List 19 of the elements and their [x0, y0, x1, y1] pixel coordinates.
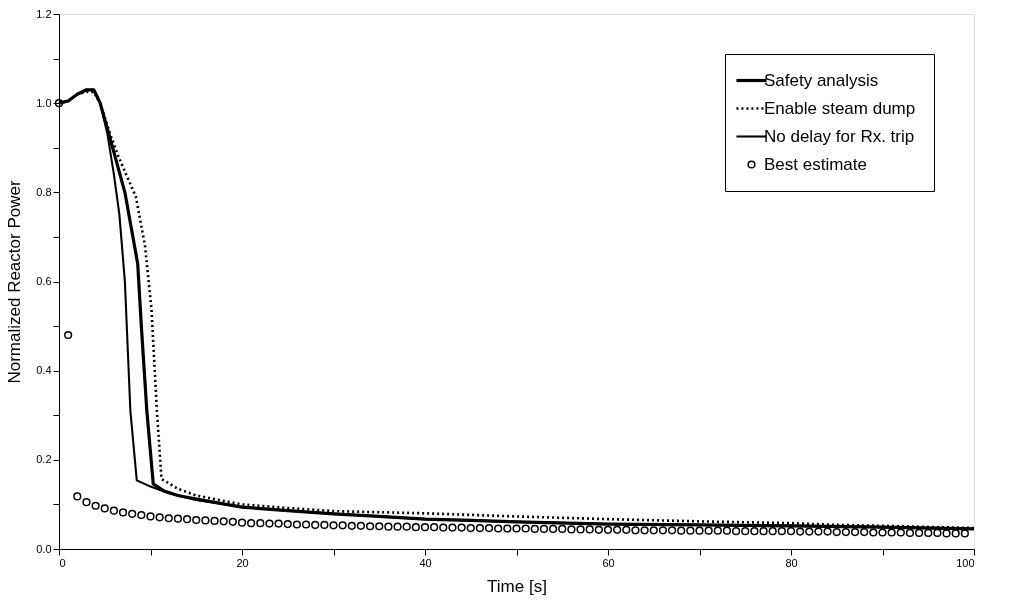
x-tick-label: 40 — [419, 556, 432, 569]
y-axis-title: Normalized Reactor Power — [5, 180, 25, 384]
legend-label: No delay for Rx. trip — [764, 126, 915, 146]
y-tick-label: 0.0 — [36, 542, 52, 555]
legend-label: Best estimate — [764, 154, 867, 174]
y-tick-label: 0.2 — [36, 453, 52, 466]
x-tick-label: 100 — [956, 556, 975, 569]
y-tick-label: 1.0 — [36, 96, 52, 109]
x-axis-title: Time [s] — [487, 576, 547, 596]
legend-label: Safety analysis — [764, 70, 879, 90]
x-tick-label: 80 — [785, 556, 798, 569]
x-tick-label: 0 — [59, 556, 66, 569]
y-tick-label: 0.6 — [36, 275, 52, 287]
legend-label: Enable steam dump — [764, 98, 916, 118]
x-tick-label: 20 — [236, 556, 249, 569]
y-tick-label: 0.4 — [36, 364, 52, 377]
y-tick-label: 0.8 — [36, 185, 52, 198]
x-tick-label: 60 — [602, 556, 615, 569]
y-tick-label: 1.2 — [36, 7, 52, 20]
